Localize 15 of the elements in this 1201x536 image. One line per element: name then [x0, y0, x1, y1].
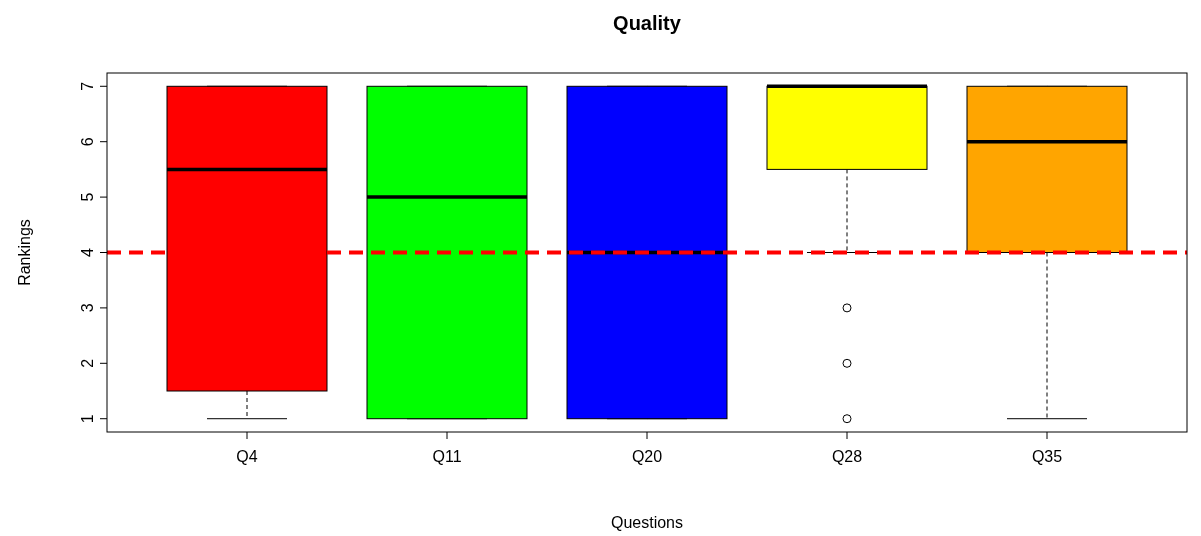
y-tick-label: 5	[79, 192, 96, 202]
y-tick-label: 1	[79, 414, 96, 424]
y-tick-label: 2	[79, 358, 96, 368]
x-tick-label: Q28	[831, 448, 863, 465]
y-tick-label: 3	[79, 303, 96, 313]
x-tick-label: Q20	[631, 448, 663, 465]
x-axis-title: Questions	[610, 514, 684, 531]
chart-title: Quality	[613, 12, 682, 34]
x-tick-label: Q4	[236, 448, 258, 465]
y-tick-label: 4	[79, 247, 96, 257]
x-tick-label: Q11	[432, 448, 462, 465]
x-tick-label: Q35	[1031, 448, 1063, 465]
y-axis-title: Rankings	[16, 219, 33, 286]
y-tick-label: 7	[79, 81, 96, 91]
y-tick-label: 6	[79, 137, 96, 147]
